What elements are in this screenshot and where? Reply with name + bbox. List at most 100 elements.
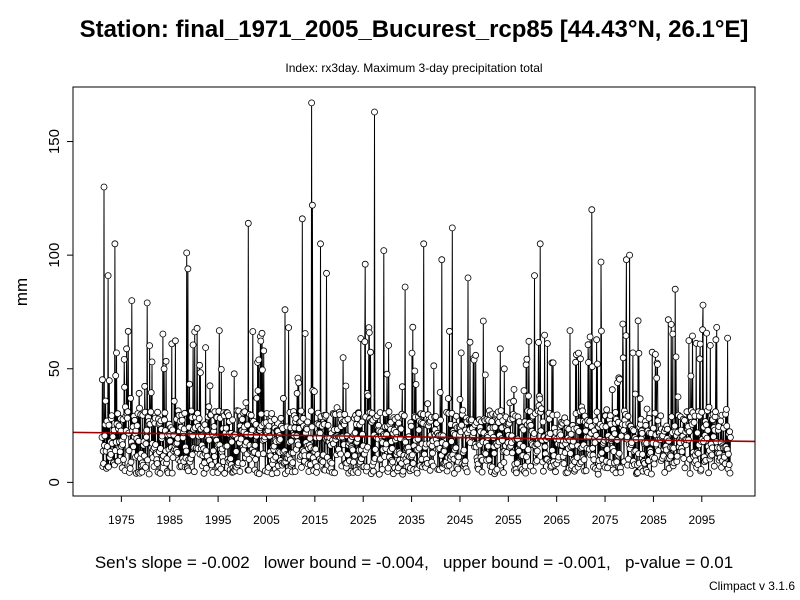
data-point bbox=[383, 370, 391, 378]
data-point bbox=[619, 320, 627, 328]
data-point bbox=[582, 467, 590, 475]
data-point bbox=[244, 421, 251, 429]
data-point bbox=[101, 432, 109, 440]
data-point bbox=[136, 404, 143, 412]
chart-subtitle: Index: rx3day. Maximum 3-day precipitati… bbox=[285, 61, 542, 75]
data-point bbox=[648, 470, 655, 478]
data-point bbox=[152, 441, 160, 449]
y-tick-label: 150 bbox=[46, 129, 63, 154]
data-point bbox=[258, 329, 266, 337]
data-point bbox=[127, 458, 135, 466]
data-point bbox=[112, 372, 120, 380]
data-point bbox=[215, 327, 223, 335]
data-point bbox=[459, 406, 467, 414]
data-point bbox=[437, 416, 445, 424]
data-point bbox=[704, 426, 712, 434]
data-point bbox=[702, 421, 710, 429]
data-point bbox=[651, 409, 659, 417]
data-point bbox=[252, 432, 260, 440]
data-point bbox=[672, 353, 680, 361]
data-point bbox=[585, 358, 592, 366]
data-point bbox=[148, 358, 156, 366]
data-point bbox=[533, 457, 541, 465]
data-point bbox=[289, 459, 297, 467]
data-point bbox=[159, 330, 167, 338]
data-point bbox=[319, 458, 327, 466]
data-point bbox=[598, 449, 606, 457]
data-point bbox=[699, 301, 707, 309]
data-point bbox=[351, 452, 359, 460]
data-point bbox=[322, 411, 330, 419]
x-tick-label: 2075 bbox=[592, 513, 619, 527]
data-point bbox=[221, 469, 229, 477]
data-point bbox=[276, 435, 284, 443]
data-point bbox=[586, 333, 594, 341]
data-point bbox=[248, 426, 256, 434]
data-point bbox=[367, 348, 374, 356]
data-point bbox=[298, 463, 305, 471]
data-point bbox=[127, 394, 135, 402]
y-axis: 0 50 100 150 bbox=[46, 129, 73, 487]
data-point bbox=[479, 317, 487, 325]
data-point bbox=[429, 449, 436, 457]
data-point bbox=[497, 407, 505, 415]
data-point bbox=[432, 413, 440, 420]
data-point bbox=[488, 418, 496, 425]
data-point bbox=[99, 376, 106, 384]
data-point bbox=[671, 422, 679, 430]
data-point bbox=[312, 445, 320, 453]
data-point bbox=[249, 328, 257, 335]
data-point bbox=[205, 403, 213, 411]
data-point bbox=[598, 327, 605, 335]
data-point bbox=[527, 421, 535, 429]
data-point bbox=[189, 341, 197, 349]
data-point bbox=[668, 413, 675, 421]
data-point bbox=[111, 240, 119, 248]
data-point bbox=[247, 411, 255, 419]
data-point bbox=[671, 285, 679, 293]
data-point bbox=[493, 465, 501, 473]
data-point bbox=[190, 468, 198, 476]
data-point bbox=[560, 460, 568, 467]
data-point bbox=[166, 437, 174, 445]
data-point bbox=[603, 445, 611, 453]
data-point bbox=[567, 450, 574, 457]
data-point bbox=[522, 469, 530, 477]
data-point bbox=[368, 409, 376, 417]
data-point bbox=[454, 465, 462, 473]
data-point bbox=[294, 441, 302, 449]
data-point bbox=[193, 324, 201, 332]
data-point bbox=[522, 361, 530, 369]
data-point bbox=[375, 421, 382, 429]
data-point bbox=[717, 417, 725, 425]
data-point bbox=[523, 355, 531, 363]
data-point bbox=[154, 408, 162, 416]
data-point bbox=[726, 469, 734, 477]
x-tick-label: 1995 bbox=[205, 513, 232, 527]
data-point bbox=[375, 470, 383, 478]
x-tick-label: 2025 bbox=[350, 513, 377, 527]
data-point bbox=[466, 338, 474, 346]
x-axis: 1975 1985 1995 2005 2015 2025 2035 2045 2055 2065… bbox=[108, 496, 715, 527]
data-point bbox=[706, 341, 714, 349]
data-point bbox=[344, 451, 351, 459]
data-point bbox=[349, 446, 357, 454]
data-point bbox=[613, 458, 621, 466]
data-point bbox=[616, 375, 623, 383]
data-point bbox=[420, 240, 428, 248]
x-tick-label: 2085 bbox=[640, 513, 667, 527]
data-point bbox=[299, 414, 307, 422]
data-point bbox=[623, 256, 630, 264]
chart-title: Station: final_1971_2005_Bucurest_rcp85 … bbox=[80, 16, 749, 43]
data-point bbox=[540, 467, 547, 475]
data-point bbox=[535, 338, 542, 346]
data-point bbox=[415, 426, 423, 434]
data-point bbox=[188, 407, 195, 415]
data-point bbox=[566, 327, 574, 335]
data-point bbox=[626, 251, 633, 259]
data-point bbox=[481, 371, 489, 379]
data-point bbox=[324, 421, 332, 429]
data-point bbox=[661, 468, 669, 476]
data-point bbox=[313, 463, 321, 471]
data-point bbox=[147, 408, 155, 416]
